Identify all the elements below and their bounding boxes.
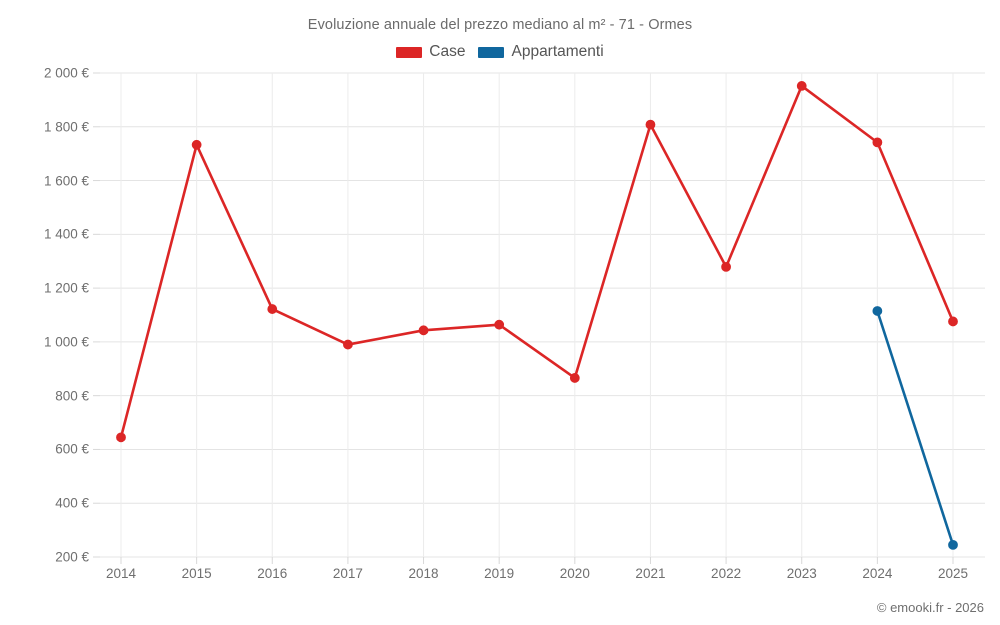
x-axis-tick-label: 2023 — [786, 566, 817, 581]
y-axis-tick-label: 2 000 € — [43, 65, 89, 81]
y-axis-tick-label: 200 € — [55, 549, 89, 565]
data-point[interactable] — [721, 261, 731, 272]
y-axis-tick-label: 800 € — [55, 388, 89, 404]
gridlines — [100, 72, 985, 558]
data-point[interactable] — [796, 81, 807, 91]
legend-label-case: Case — [429, 43, 466, 60]
x-axis-tick-label: 2015 — [181, 566, 212, 581]
data-point[interactable] — [872, 306, 883, 316]
series-case — [116, 81, 958, 443]
x-axis-tick-label: 2025 — [937, 566, 969, 581]
chart-legend: Case Appartamenti — [0, 43, 1000, 61]
data-point[interactable] — [645, 119, 656, 130]
legend-label-appartamenti: Appartamenti — [511, 43, 604, 60]
x-axis-tick-label: 2019 — [484, 566, 515, 581]
y-axis-tick-label: 1 400 € — [43, 226, 89, 242]
data-point[interactable] — [494, 319, 505, 330]
y-axis-tick-label: 1 200 € — [43, 280, 89, 296]
legend-swatch-case — [396, 46, 423, 58]
x-axis-tick-label: 2018 — [408, 566, 439, 581]
legend-item-case[interactable]: Case — [396, 43, 465, 61]
data-point[interactable] — [116, 432, 126, 443]
x-axis-tick-label: 2016 — [257, 566, 288, 581]
y-axis-ticks — [93, 72, 100, 558]
data-point[interactable] — [948, 540, 958, 550]
x-axis-tick-label: 2024 — [862, 566, 893, 581]
footer-credit: © emooki.fr - 2026 — [876, 600, 984, 615]
x-axis-tick-label: 2021 — [635, 566, 666, 581]
series-line — [876, 309, 955, 547]
y-axis-tick-label: 1 800 € — [43, 119, 89, 135]
category-gridlines — [120, 73, 954, 564]
x-axis-tick-label: 2017 — [332, 566, 363, 581]
data-point[interactable] — [343, 339, 353, 350]
data-point[interactable] — [569, 373, 580, 383]
y-axis-tick-label: 1 600 € — [43, 173, 89, 189]
x-axis-tick-label: 2022 — [711, 566, 742, 581]
y-axis-tick-label: 400 € — [55, 495, 89, 511]
legend-swatch-appartamenti — [478, 46, 505, 58]
x-axis-tick-label: 2020 — [559, 566, 590, 581]
series-line — [119, 84, 955, 439]
data-point[interactable] — [267, 304, 278, 314]
chart-title: Evoluzione annuale del prezzo mediano al… — [307, 17, 693, 33]
y-axis-tick-label: 600 € — [55, 441, 89, 457]
data-point[interactable] — [872, 137, 883, 148]
series-appartamenti — [872, 306, 958, 550]
y-axis-tick-label: 1 000 € — [43, 334, 89, 350]
legend-item-appartamenti[interactable]: Appartamenti — [478, 43, 604, 61]
data-point[interactable] — [191, 139, 202, 150]
data-point[interactable] — [948, 316, 958, 327]
data-point[interactable] — [418, 325, 429, 336]
x-axis-tick-label: 2014 — [105, 566, 137, 581]
